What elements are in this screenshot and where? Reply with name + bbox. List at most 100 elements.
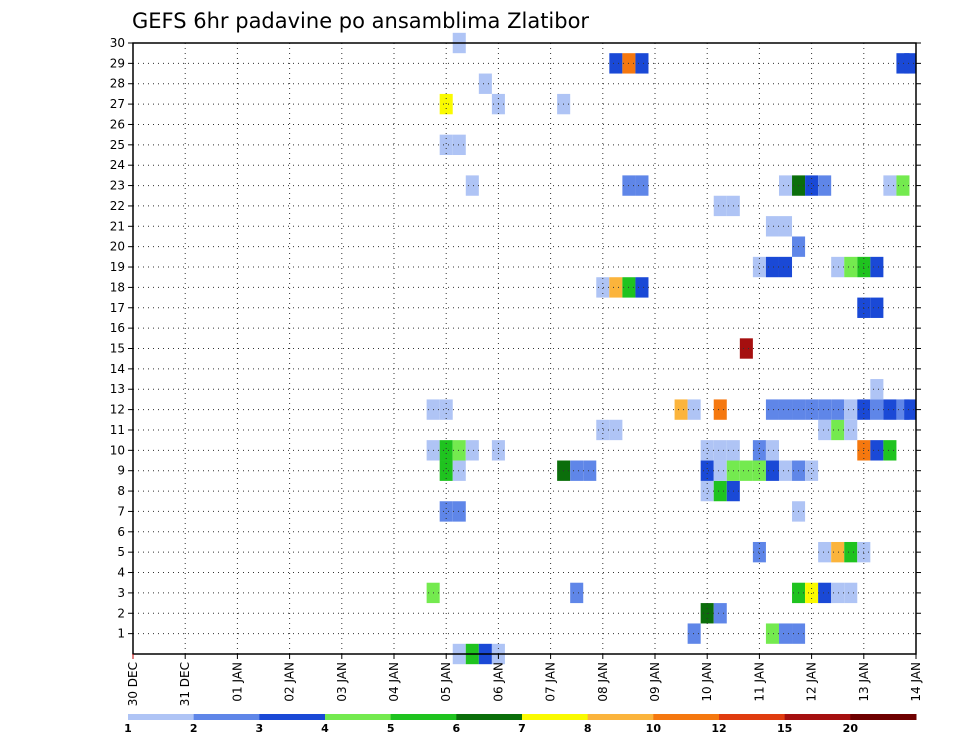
x-tick-label: 14 JAN	[909, 662, 923, 702]
heatmap-cell	[844, 256, 858, 278]
x-tick-label: 03 JAN	[335, 662, 349, 702]
heatmap-cell	[752, 460, 766, 481]
heatmap-cell	[674, 399, 688, 420]
heatmap-cell	[635, 53, 649, 74]
heatmap-cell	[439, 501, 453, 522]
heatmap-cell	[752, 440, 766, 461]
y-tick-label: 20	[110, 240, 125, 254]
heatmap-cell	[609, 277, 623, 298]
heatmap-cell	[778, 399, 793, 420]
colorbar-swatch	[850, 714, 917, 720]
heatmap-cell	[609, 53, 623, 74]
colorbar-swatch	[653, 714, 720, 720]
heatmap-cell	[831, 256, 845, 278]
x-tick-label: 11 JAN	[752, 662, 766, 702]
heatmap-cell	[439, 134, 453, 156]
y-tick-label: 24	[110, 158, 125, 172]
x-tick-label: 09 JAN	[648, 662, 662, 702]
heatmap-cell	[870, 379, 884, 400]
heatmap-cells	[426, 32, 916, 665]
heatmap-cell	[687, 399, 701, 420]
heatmap-cell	[896, 175, 910, 196]
colorbar-swatch	[456, 714, 523, 720]
heatmap-cell	[818, 582, 832, 604]
heatmap-cell	[904, 399, 916, 420]
heatmap-cell	[844, 419, 858, 441]
heatmap-cell	[870, 297, 884, 318]
chart-title: GEFS 6hr padavine po ansamblima Zlatibor	[132, 9, 589, 33]
x-tick-label: 04 JAN	[387, 662, 401, 702]
y-tick-label: 5	[117, 545, 125, 559]
heatmap-cell	[570, 582, 584, 604]
heatmap-cell	[478, 73, 492, 94]
heatmap-cell	[805, 399, 819, 420]
heatmap-cell	[739, 338, 753, 359]
heatmap-cell	[844, 399, 858, 420]
heatmap-cell	[583, 460, 597, 481]
heatmap-cell	[452, 460, 466, 481]
y-tick-label: 1	[117, 627, 125, 641]
colorbar-swatch	[587, 714, 654, 720]
x-tick-label: 31 DEC	[178, 662, 192, 706]
heatmap-cell	[700, 460, 714, 481]
colorbar-swatch	[128, 714, 195, 720]
heatmap-cell	[635, 277, 649, 298]
heatmap-cell	[439, 399, 453, 420]
heatmap-cell	[635, 175, 649, 196]
x-tick-label: 01 JAN	[230, 662, 244, 702]
heatmap-cell	[439, 93, 453, 115]
y-tick-label: 12	[110, 403, 125, 417]
heatmap-cell	[596, 419, 610, 441]
colorbar-legend: 1 2 3 4 5 6 7 8 10 12 15 20	[124, 714, 917, 735]
y-tick-label: 30	[110, 36, 125, 50]
heatmap-cell	[805, 460, 819, 481]
heatmap-cell	[870, 440, 884, 461]
heatmap-cell	[687, 623, 701, 644]
heatmap-cell	[439, 440, 453, 461]
y-tick-label: 14	[110, 362, 125, 376]
x-tick-label: 07 JAN	[544, 662, 558, 702]
heatmap-cell	[870, 256, 884, 278]
y-tick-label: 7	[117, 504, 125, 518]
colorbar-label: 8	[584, 722, 592, 735]
y-tick-label: 21	[110, 219, 125, 233]
heatmap-cell	[713, 480, 727, 502]
y-tick-label: 23	[110, 179, 125, 193]
colorbar-label: 5	[387, 722, 395, 735]
colorbar-label: 12	[711, 722, 726, 735]
colorbar-swatch	[522, 714, 589, 720]
heatmap-cell	[700, 480, 714, 502]
heatmap-cell	[870, 399, 884, 420]
heatmap-cell	[831, 399, 845, 420]
heatmap-cell	[739, 460, 753, 481]
heatmap-cell	[713, 440, 727, 461]
heatmap-cell	[778, 175, 793, 196]
heatmap-cell	[805, 175, 819, 196]
x-axis: 30 DEC 31 DEC 01 JAN 02 JAN 03 JAN 04 JAN 05 J…	[126, 654, 923, 706]
heatmap-cell	[765, 623, 779, 644]
heatmap-cell	[778, 256, 793, 278]
y-tick-label: 22	[110, 199, 125, 213]
y-tick-label: 27	[110, 97, 125, 111]
y-tick-label: 28	[110, 77, 125, 91]
heatmap-cell	[818, 175, 832, 196]
heatmap-cell	[765, 440, 779, 461]
heatmap-cell	[904, 53, 916, 74]
x-tick-label: 13 JAN	[857, 662, 871, 702]
y-tick-label: 9	[117, 464, 125, 478]
heatmap-cell	[765, 460, 779, 481]
heatmap-cell	[452, 134, 466, 156]
colorbar-swatch	[390, 714, 457, 720]
heatmap-cell	[844, 541, 858, 563]
colorbar-label: 3	[256, 722, 264, 735]
x-tick-label: 05 JAN	[439, 662, 453, 702]
y-tick-label: 17	[110, 301, 125, 315]
y-axis: 1234567891011121314151617181920212223242…	[110, 36, 921, 641]
heatmap-cell	[765, 216, 779, 237]
colorbar-swatch	[784, 714, 851, 720]
x-tick-label: 08 JAN	[596, 662, 610, 702]
y-tick-label: 8	[117, 484, 125, 498]
heatmap-cell	[700, 440, 714, 461]
heatmap-cell	[883, 175, 897, 196]
heatmap-cell	[844, 582, 858, 604]
